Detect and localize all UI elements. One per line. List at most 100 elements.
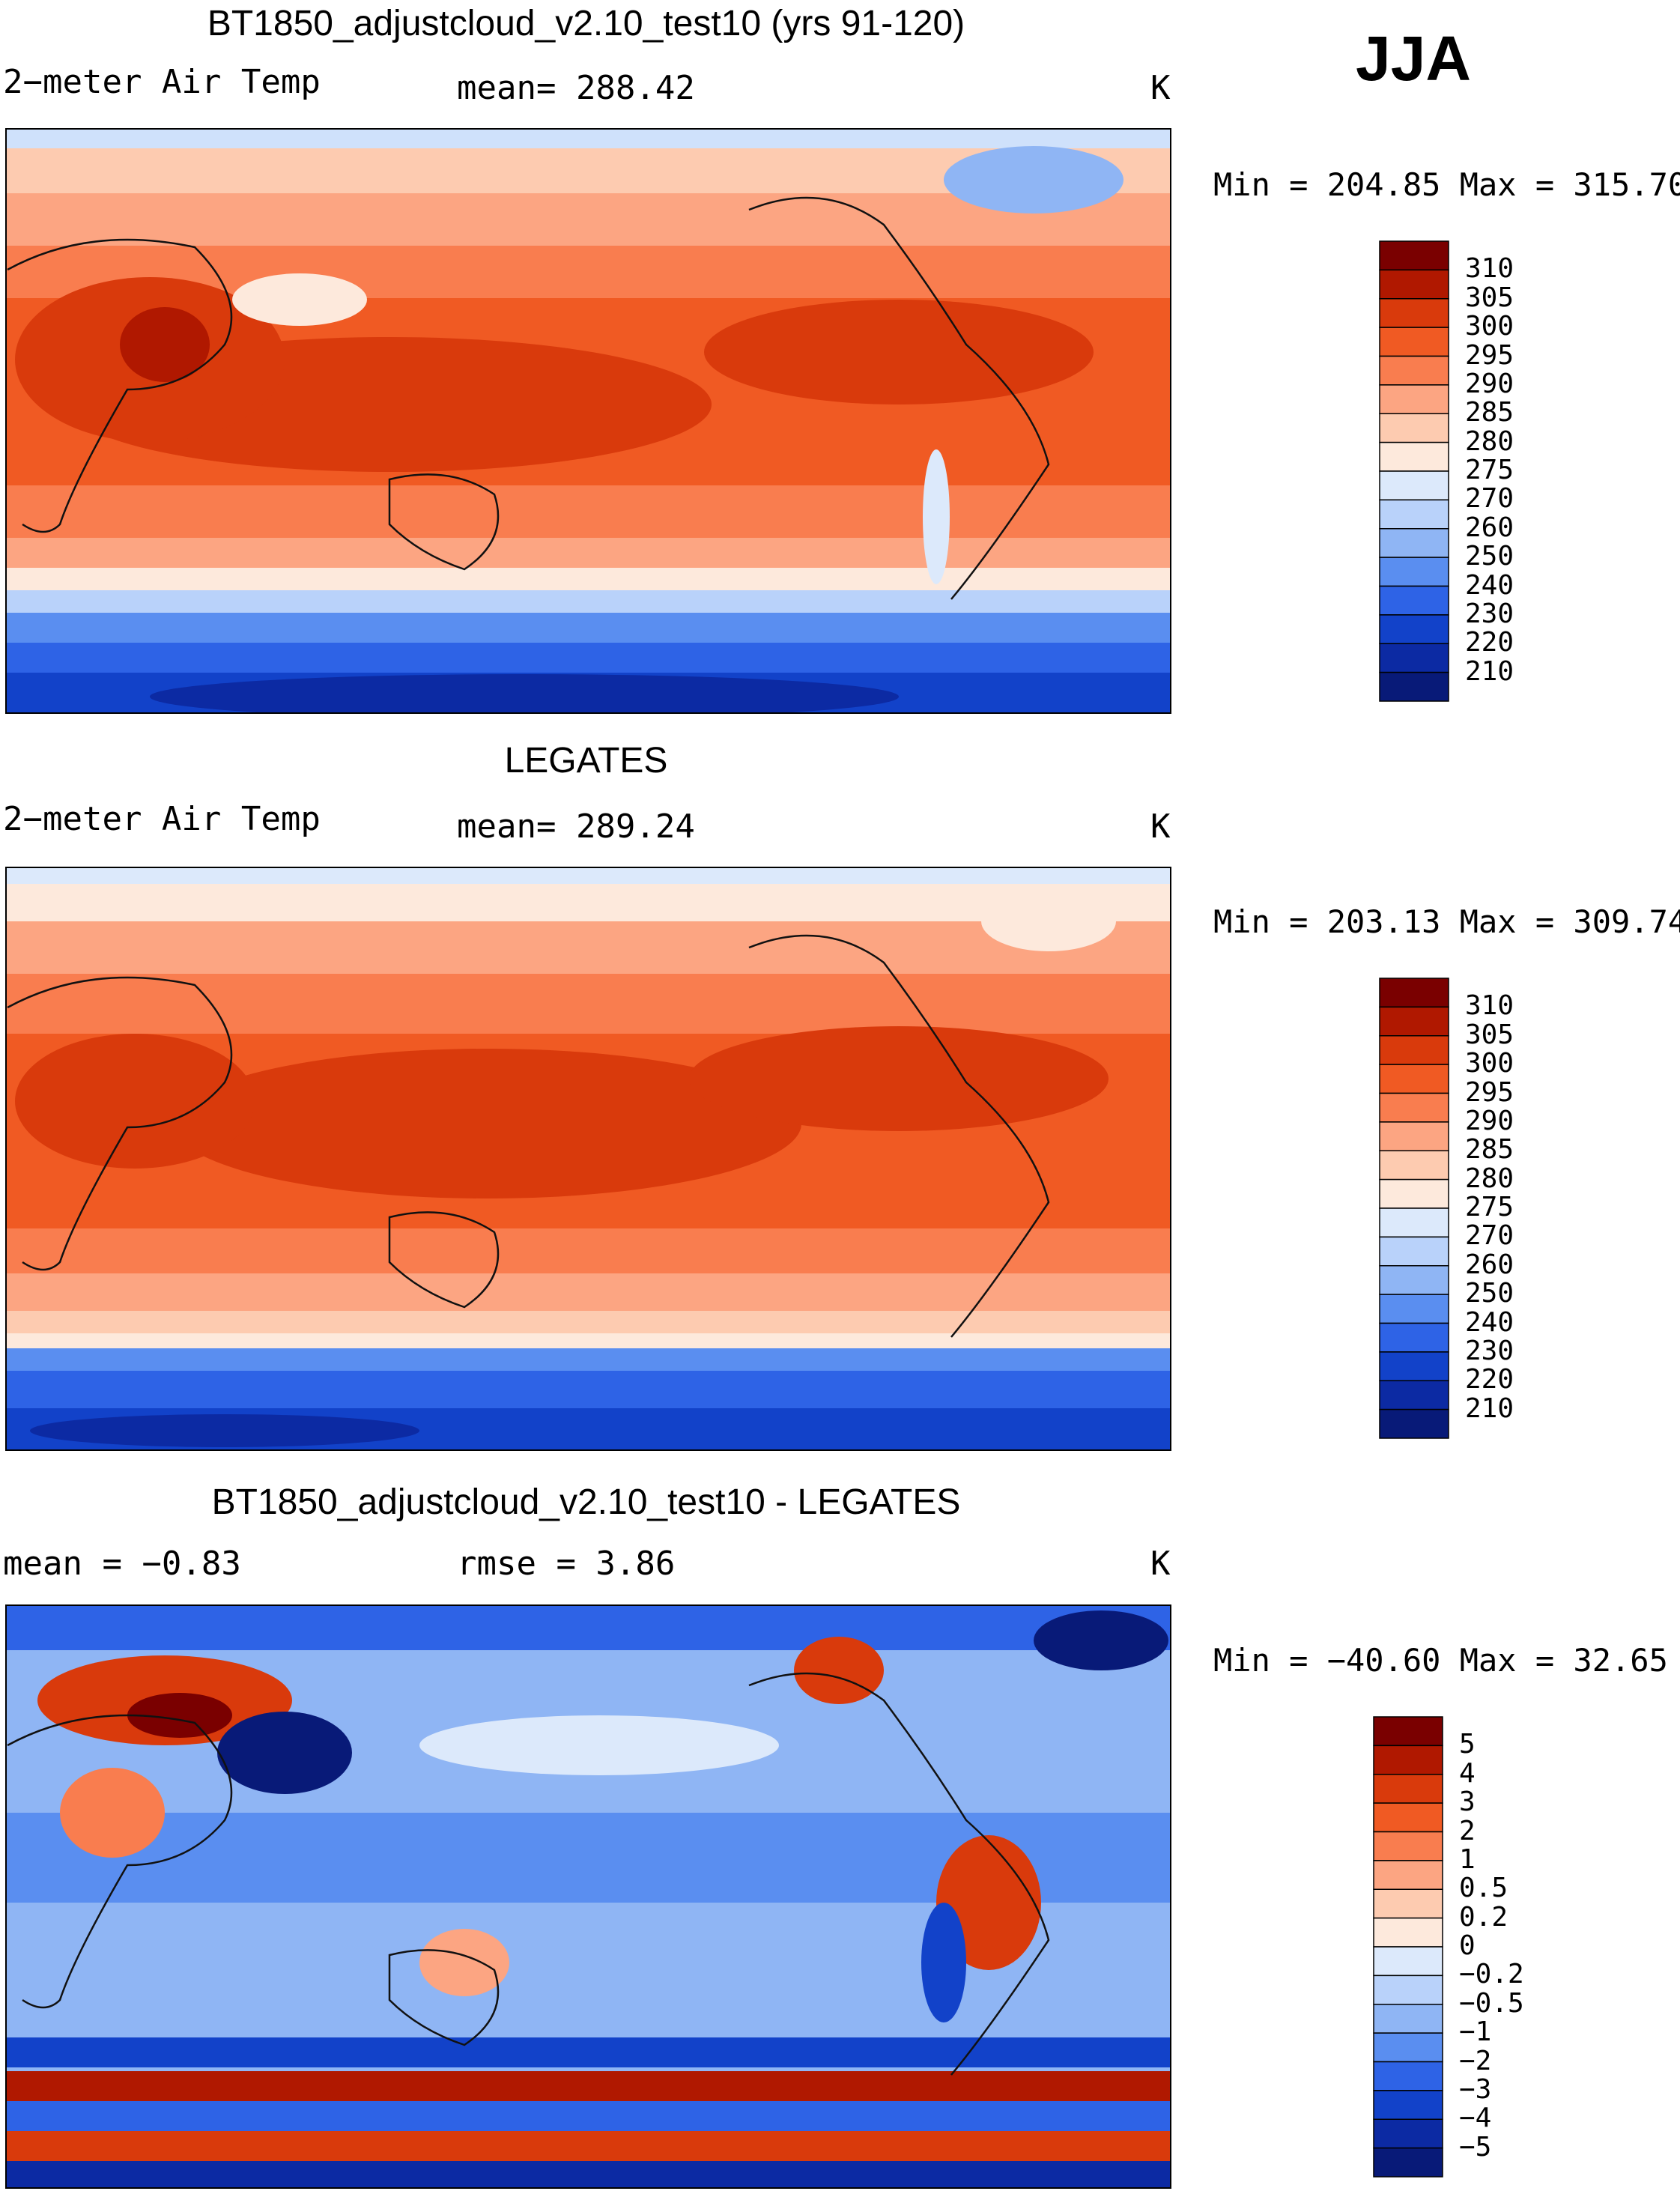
colorbar-swatch <box>1373 1946 1443 1977</box>
coastline-australia-diff <box>388 1949 500 2046</box>
colorbar-swatch <box>1379 240 1449 271</box>
panel1-min-max: Min = 204.85 Max = 315.70 <box>1213 166 1680 203</box>
colorbar-tick-label: −3 <box>1459 2073 1492 2105</box>
colorbar-swatch <box>1373 1745 1443 1775</box>
colorbar-swatch <box>1379 528 1449 558</box>
colorbar-tick-label: −0.5 <box>1459 1987 1524 2019</box>
colorbar-swatch <box>1379 327 1449 357</box>
colorbar-tick-label: 1 <box>1459 1843 1476 1875</box>
colorbar-swatch <box>1379 1351 1449 1381</box>
colorbar-swatch <box>1373 1802 1443 1833</box>
colorbar-swatch <box>1373 1975 1443 2005</box>
colorbar-difference <box>1373 1716 1443 2178</box>
map-panel-difference <box>6 1605 1171 2188</box>
colorbar-swatch <box>1379 1322 1449 1353</box>
coastline-australia-legates <box>388 1211 500 1309</box>
colorbar-tick-label: 220 <box>1465 1364 1514 1396</box>
coastline-americas-model <box>748 196 1050 600</box>
panel2-units: K <box>1150 807 1171 846</box>
colorbar-tick-label: 305 <box>1465 282 1514 313</box>
colorbar-swatch <box>1379 1035 1449 1065</box>
colorbar-tick-label: 290 <box>1465 368 1514 399</box>
colorbar-tick-label: 280 <box>1465 425 1514 457</box>
colorbar-tick-label: 5 <box>1459 1729 1476 1760</box>
colorbar-tick-label: 210 <box>1465 1393 1514 1424</box>
colorbar-swatch <box>1379 470 1449 501</box>
colorbar-tick-label: 260 <box>1465 1249 1514 1280</box>
colorbar-tick-label: 0 <box>1459 1930 1476 1961</box>
colorbar-swatch <box>1379 671 1449 702</box>
panel1-mean-label: mean= 288.42 <box>457 69 695 107</box>
colorbar-tick-label: 230 <box>1465 1335 1514 1366</box>
colorbar-swatch <box>1373 2090 1443 2120</box>
coastline-americas-legates <box>748 934 1050 1338</box>
map-panel-model <box>6 129 1171 713</box>
colorbar-tick-label: −2 <box>1459 2045 1492 2076</box>
colorbar-swatch <box>1373 1917 1443 1948</box>
panel1-left-label: 2−meter Air Temp <box>3 63 321 101</box>
colorbar-tick-label: 275 <box>1465 455 1514 485</box>
colorbar-swatch <box>1379 557 1449 587</box>
colorbar-tick-label: 260 <box>1465 512 1514 543</box>
colorbar-swatch <box>1379 355 1449 386</box>
map-frame-model <box>5 128 1171 714</box>
colorbar-tick-label: 220 <box>1465 627 1514 658</box>
colorbar-swatch <box>1373 1716 1443 1747</box>
colorbar-swatch <box>1373 2061 1443 2091</box>
colorbar-tick-label: 285 <box>1465 397 1514 428</box>
colorbar-temperature-1 <box>1379 240 1449 702</box>
map-frame-legates <box>5 867 1171 1451</box>
colorbar-tick-label: 230 <box>1465 598 1514 629</box>
colorbar-tick-label: 300 <box>1465 311 1514 342</box>
colorbar-swatch <box>1379 643 1449 673</box>
colorbar-tick-label: 2 <box>1459 1815 1476 1846</box>
coastline-africa-legates <box>7 976 233 1271</box>
colorbar-tick-label: 290 <box>1465 1105 1514 1136</box>
colorbar-tick-label: 240 <box>1465 1306 1514 1338</box>
map-panel-legates <box>6 867 1171 1450</box>
panel1-units: K <box>1150 69 1171 107</box>
colorbar-tick-label: 240 <box>1465 569 1514 601</box>
colorbar-tick-label: 250 <box>1465 1278 1514 1309</box>
colorbar-tick-label: 0.5 <box>1459 1873 1508 1904</box>
colorbar-swatch <box>1379 298 1449 328</box>
colorbar-swatch <box>1379 1265 1449 1295</box>
colorbar-swatch <box>1379 1006 1449 1037</box>
colorbar-swatch <box>1379 441 1449 472</box>
colorbar-tick-label: 275 <box>1465 1192 1514 1222</box>
colorbar-tick-label: 0.2 <box>1459 1901 1508 1933</box>
coastline-africa-model <box>7 238 233 533</box>
colorbar-swatch <box>1379 1380 1449 1410</box>
colorbar-tick-label: 310 <box>1465 253 1514 285</box>
colorbar-swatch <box>1379 614 1449 644</box>
colorbar-tick-label: −0.2 <box>1459 1959 1524 1990</box>
colorbar-swatch <box>1379 269 1449 300</box>
colorbar-tick-label: 3 <box>1459 1787 1476 1818</box>
colorbar-tick-label: −5 <box>1459 2131 1492 2163</box>
coastlines <box>7 196 1050 2076</box>
colorbar-tick-label: −1 <box>1459 2016 1492 2048</box>
panel2-min-max: Min = 203.13 Max = 309.74 <box>1213 903 1680 940</box>
colorbar-swatch <box>1373 2147 1443 2178</box>
colorbar-tick-label: 210 <box>1465 655 1514 687</box>
map-frame-difference <box>5 1604 1171 2189</box>
colorbar-swatch <box>1379 1294 1449 1324</box>
colorbar-swatch <box>1379 1178 1449 1209</box>
colorbar-swatch <box>1379 499 1449 530</box>
colorbar-swatch <box>1379 1092 1449 1123</box>
coastline-australia-model <box>388 473 500 571</box>
colorbar-tick-label: 300 <box>1465 1048 1514 1079</box>
coastline-africa-diff <box>7 1714 233 2009</box>
colorbar-tick-label: 250 <box>1465 541 1514 572</box>
colorbar-swatch <box>1379 1150 1449 1181</box>
panel3-units: K <box>1150 1545 1171 1583</box>
colorbar-swatch <box>1379 1408 1449 1439</box>
colorbar-tick-label: 295 <box>1465 339 1514 371</box>
panel2-left-label: 2−meter Air Temp <box>3 800 321 838</box>
colorbar-tick-label: 310 <box>1465 990 1514 1022</box>
colorbar-swatch <box>1373 1774 1443 1804</box>
panel3-min-max: Min = −40.60 Max = 32.65 <box>1213 1642 1668 1679</box>
colorbar-tick-label: 4 <box>1459 1757 1476 1789</box>
colorbar-tick-label: 270 <box>1465 1220 1514 1252</box>
colorbar-swatch <box>1379 1121 1449 1151</box>
